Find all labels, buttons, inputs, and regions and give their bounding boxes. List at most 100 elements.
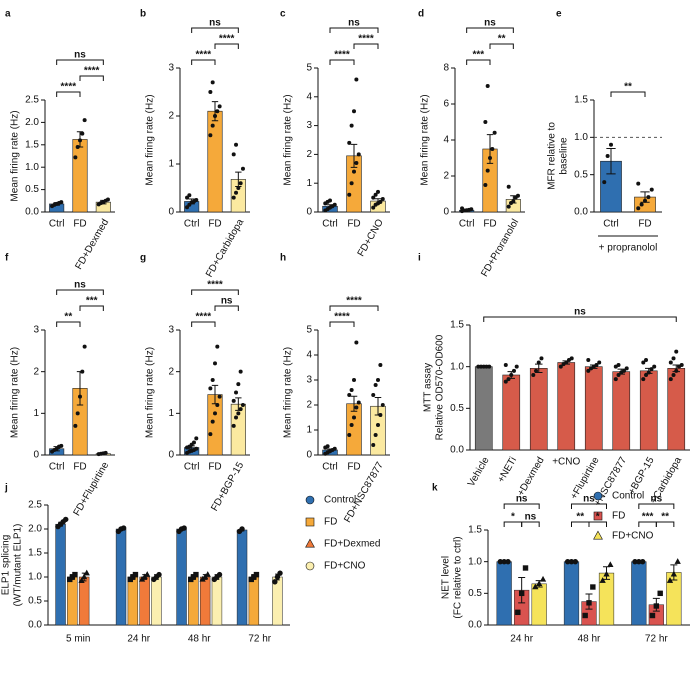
data-point xyxy=(215,344,220,349)
panel-label: f xyxy=(5,253,9,264)
legend-label: FD+Dexmed xyxy=(324,539,380,550)
y-tick-label: 1 xyxy=(306,425,312,436)
y-tick-label: 1 xyxy=(306,178,312,189)
data-point xyxy=(352,109,356,114)
y-tick-label: 1.5 xyxy=(25,139,39,150)
data-point xyxy=(646,370,651,375)
data-point xyxy=(356,152,361,157)
sig-bracket xyxy=(570,503,608,509)
sig-label: **** xyxy=(196,50,212,61)
sig-label: ** xyxy=(576,512,584,523)
x-tick-label: Ctrl xyxy=(322,462,338,473)
x-tick-label: FD xyxy=(208,219,221,230)
sig-label: ns xyxy=(209,18,221,29)
y-tick-label: 0.5 xyxy=(25,184,39,195)
data-point xyxy=(644,373,649,377)
data-point xyxy=(193,571,199,578)
data-point xyxy=(80,131,85,136)
y-axis-label: MTT assay xyxy=(423,363,434,412)
x-tick-label: Vehicle xyxy=(466,455,492,489)
y-tick-label: 0 xyxy=(306,207,312,218)
data-point xyxy=(144,571,151,577)
data-point xyxy=(515,193,520,198)
y-tick-label: 2 xyxy=(33,366,39,377)
data-point xyxy=(607,561,614,568)
sig-label: ns xyxy=(74,50,86,61)
sig-bracket xyxy=(353,43,379,49)
x-tick-label: 72 hr xyxy=(248,634,271,645)
data-point xyxy=(371,205,376,210)
x-tick-label: 24 hr xyxy=(510,634,533,645)
data-point xyxy=(594,363,599,367)
x-tick-label: Ctrl xyxy=(603,219,619,230)
data-point xyxy=(582,612,588,619)
data-point xyxy=(649,367,654,372)
y-tick-label: 5 xyxy=(306,325,312,336)
data-point xyxy=(485,168,490,173)
sig-bracket xyxy=(521,521,540,527)
y-tick-label: 2 xyxy=(306,149,312,160)
y-tick-label: 2.5 xyxy=(28,500,42,511)
x-tick-label: 48 hr xyxy=(578,634,601,645)
data-point xyxy=(602,180,607,185)
data-point xyxy=(597,360,602,365)
y-tick-label: 1.5 xyxy=(450,320,464,331)
y-tick-label: 0.5 xyxy=(468,588,482,599)
data-point xyxy=(352,169,356,174)
x-tick-label: FD xyxy=(208,462,221,473)
data-point xyxy=(649,187,654,192)
sig-bracket xyxy=(489,43,514,49)
data-point xyxy=(590,584,596,590)
bar xyxy=(496,561,512,626)
data-point xyxy=(644,358,649,362)
panel-label: g xyxy=(140,253,146,264)
data-point xyxy=(371,393,376,397)
y-tick-label: 4 xyxy=(306,91,312,102)
bar xyxy=(563,561,580,626)
data-point xyxy=(483,183,488,187)
data-point xyxy=(187,193,192,198)
y-tick-label: 1.5 xyxy=(574,95,588,106)
data-point xyxy=(599,577,606,583)
y-tick-label: 3 xyxy=(168,63,174,74)
sig-bracket xyxy=(588,521,608,527)
sig-bracket xyxy=(79,305,104,311)
x-tick-label: FD xyxy=(638,219,651,230)
x-tick-label: Ctrl xyxy=(459,219,475,230)
data-point xyxy=(347,433,352,437)
sig-bracket xyxy=(610,91,646,97)
data-point xyxy=(210,419,215,424)
bar xyxy=(236,529,248,626)
data-point xyxy=(234,415,239,420)
y-tick-label: 8 xyxy=(443,63,449,74)
sig-bracket xyxy=(329,27,379,33)
data-point xyxy=(460,206,465,211)
y-tick-label: 0.0 xyxy=(28,620,42,631)
sig-label: **** xyxy=(196,312,212,323)
y-axis-label: Mean firing rate (Hz) xyxy=(145,94,156,185)
data-point xyxy=(624,366,629,371)
data-point xyxy=(208,432,213,437)
bar xyxy=(176,528,187,626)
y-tick-label: 1.5 xyxy=(468,525,482,536)
bar xyxy=(584,366,603,451)
x-tick-label: 24 hr xyxy=(127,634,150,645)
data-point xyxy=(238,181,243,186)
data-point xyxy=(354,340,359,345)
data-point xyxy=(239,526,245,532)
data-point xyxy=(373,383,378,387)
data-point xyxy=(325,444,330,449)
data-point xyxy=(210,378,215,382)
data-point xyxy=(616,363,621,367)
data-point xyxy=(378,199,383,204)
panel-label: a xyxy=(5,9,11,20)
y-tick-label: 3 xyxy=(306,120,312,131)
sig-label: ns xyxy=(348,18,360,29)
y-tick-label: 1.0 xyxy=(28,572,42,583)
data-point xyxy=(352,378,356,382)
sig-label: ns xyxy=(484,18,496,29)
y-tick-label: 0 xyxy=(443,207,449,218)
data-point xyxy=(75,145,80,150)
sig-bracket xyxy=(329,59,355,65)
y-axis-label: MFR relative to xyxy=(547,122,558,190)
